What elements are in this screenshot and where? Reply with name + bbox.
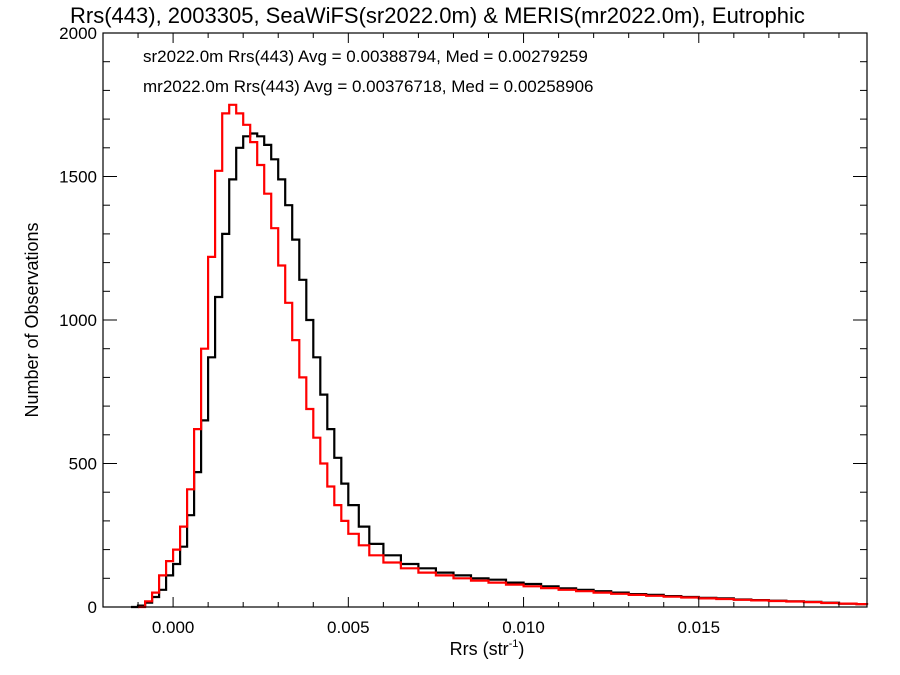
y-axis-label: Number of Observations <box>22 222 42 417</box>
plot-frame <box>102 32 868 608</box>
x-tick-label: 0.005 <box>327 618 370 637</box>
x-tick-label: 0.010 <box>502 618 545 637</box>
x-axis-label: Rrs (str-1) <box>450 638 525 659</box>
x-tick-label: 0.000 <box>152 618 195 637</box>
y-tick-label: 1500 <box>59 168 97 187</box>
chart-title: Rrs(443), 2003305, SeaWiFS(sr2022.0m) & … <box>70 3 805 28</box>
x-tick-label: 0.015 <box>678 618 721 637</box>
y-tick-label: 500 <box>69 455 97 474</box>
histogram-series-1 <box>138 103 869 609</box>
y-tick-label: 0 <box>88 598 97 617</box>
annotation-mr-stats: mr2022.0m Rrs(443) Avg = 0.00376718, Med… <box>143 77 594 96</box>
histogram-series-0 <box>131 132 869 609</box>
series-layer <box>131 103 869 609</box>
annotation-sr-stats: sr2022.0m Rrs(443) Avg = 0.00388794, Med… <box>143 47 588 66</box>
y-tick-label: 1000 <box>59 311 97 330</box>
axes-layer: 0.000 0.005 0.010 0.015 0 500 1000 1500 2000 <box>59 24 868 637</box>
y-tick-label: 2000 <box>59 24 97 43</box>
